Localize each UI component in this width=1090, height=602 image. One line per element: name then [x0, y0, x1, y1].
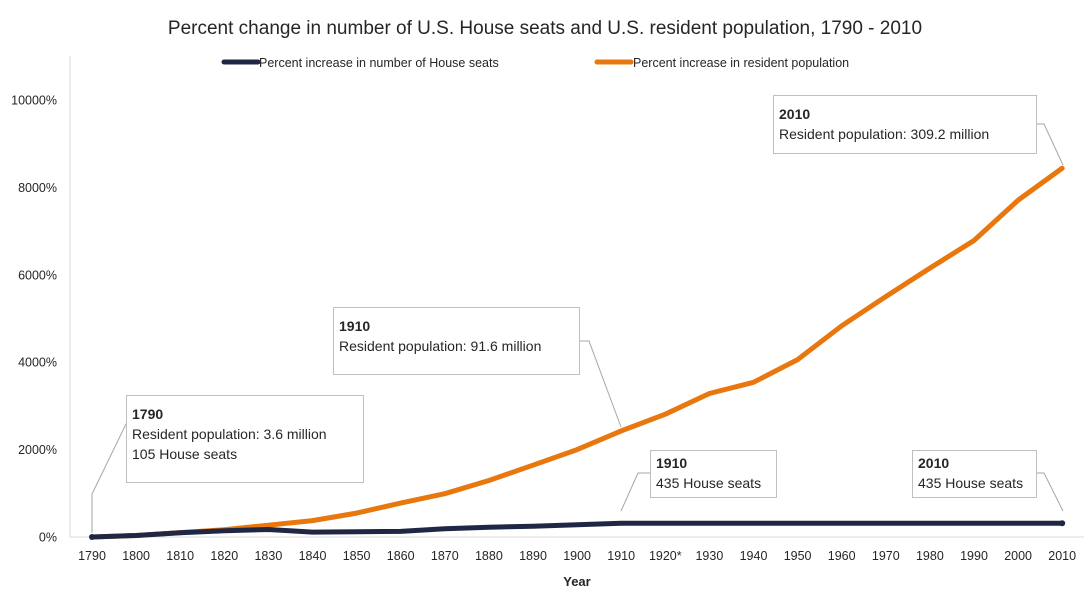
- x-tick-label: 1970: [872, 549, 900, 563]
- annotation-text: Resident population: 309.2 million: [779, 126, 990, 142]
- annotation-year: 1790: [132, 406, 164, 422]
- x-tick-label: 1860: [387, 549, 415, 563]
- x-tick-label: 1790: [78, 549, 106, 563]
- annotation-1790: 1790 Resident population: 3.6 million 10…: [126, 395, 364, 483]
- series-line-house-seats: [89, 520, 1065, 540]
- x-tick-label: 1870: [431, 549, 459, 563]
- x-tick-label: 1890: [519, 549, 547, 563]
- x-axis-ticks: 1790 1800 1810 1820 1830 1840 1850 1860 …: [78, 549, 1076, 563]
- annotation-text: Resident population: 91.6 million: [339, 338, 542, 354]
- y-tick-label: 0%: [39, 531, 57, 545]
- leader-lines: [91, 123, 1064, 533]
- y-tick-label: 8000%: [18, 181, 57, 195]
- series-point-house-seats: [89, 534, 95, 540]
- leader-line: [91, 419, 129, 533]
- annotation-year: 1910: [656, 455, 688, 471]
- annotation-text: Resident population: 3.6 million: [132, 426, 327, 442]
- y-tick-label: 4000%: [18, 356, 57, 370]
- leader-line: [1036, 472, 1064, 512]
- y-axis-ticks: 0% 2000% 4000% 6000% 8000% 10000%: [11, 94, 57, 545]
- x-tick-label: 1840: [299, 549, 327, 563]
- x-tick-label: 1900: [563, 549, 591, 563]
- x-axis-title: Year: [563, 574, 590, 589]
- x-tick-label: 1990: [960, 549, 988, 563]
- legend: Percent increase in number of House seat…: [221, 56, 849, 70]
- annotation-text: 435 House seats: [656, 475, 762, 491]
- x-tick-label: 1960: [828, 549, 856, 563]
- annotation-2010-seats: 2010 435 House seats: [912, 450, 1037, 498]
- annotation-2010-population: 2010 Resident population: 309.2 million: [773, 95, 1037, 154]
- x-tick-label: 1880: [475, 549, 503, 563]
- series-point-house-seats: [1059, 520, 1066, 527]
- x-tick-label: 1830: [254, 549, 282, 563]
- series-line-population: [89, 165, 1065, 540]
- y-tick-label: 10000%: [11, 94, 57, 108]
- annotation-year: 2010: [918, 455, 950, 471]
- x-tick-label: 1930: [695, 549, 723, 563]
- annotation-1910-seats: 1910 435 House seats: [650, 450, 777, 498]
- annotation-1910-population: 1910 Resident population: 91.6 million: [333, 307, 580, 375]
- x-tick-label: 1920*: [649, 549, 682, 563]
- x-tick-label: 1950: [784, 549, 812, 563]
- x-tick-label: 1820: [210, 549, 238, 563]
- x-tick-label: 2000: [1004, 549, 1032, 563]
- annotation-year: 1910: [339, 318, 371, 334]
- y-tick-label: 6000%: [18, 268, 57, 282]
- chart-title: Percent change in number of U.S. House s…: [168, 18, 922, 39]
- leader-line: [579, 340, 622, 428]
- leader-line: [1036, 123, 1064, 166]
- x-tick-label: 1850: [343, 549, 371, 563]
- annotation-year: 2010: [779, 106, 811, 122]
- annotation-text: 105 House seats: [132, 446, 238, 462]
- annotation-text: 435 House seats: [918, 475, 1024, 491]
- x-tick-label: 1980: [916, 549, 944, 563]
- y-tick-label: 2000%: [18, 443, 57, 457]
- x-tick-label: 1810: [166, 549, 194, 563]
- leader-line: [620, 472, 651, 512]
- legend-label-population: Percent increase in resident population: [633, 56, 849, 70]
- x-tick-label: 1940: [740, 549, 768, 563]
- legend-label-house-seats: Percent increase in number of House seat…: [259, 56, 499, 70]
- x-tick-label: 1910: [607, 549, 635, 563]
- x-tick-label: 1800: [122, 549, 150, 563]
- x-tick-label: 2010: [1048, 549, 1076, 563]
